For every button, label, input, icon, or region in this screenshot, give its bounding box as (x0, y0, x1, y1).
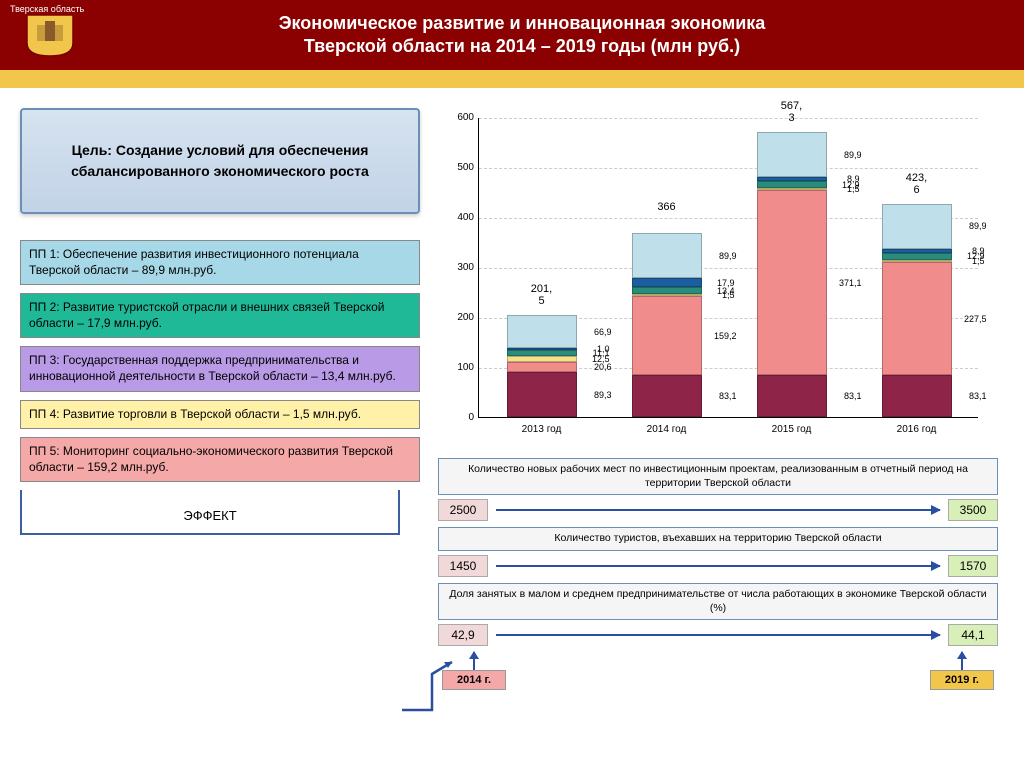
pp-item-5: ПП 5: Мониторинг социально-экономическог… (20, 437, 420, 482)
bar-segment: 89,9 (757, 132, 827, 177)
indicator-end-value: 3500 (948, 499, 998, 521)
bar-segment: 371,1 (757, 190, 827, 376)
bar-segment: 89,9 (882, 204, 952, 249)
bar-segment: 83,1 (882, 375, 952, 417)
indicator-label: Доля занятых в малом и среднем предприни… (438, 583, 998, 620)
bar-segment: 13,4 (632, 287, 702, 294)
bar-segment: 227,5 (882, 262, 952, 376)
page-title: Экономическое развитие и инновационная э… (90, 12, 1024, 59)
region-label: Тверская область (10, 4, 84, 14)
segment-label: 89,9 (969, 221, 987, 231)
bar-segment: 17,9 (632, 278, 702, 287)
segment-label: 1,5 (847, 184, 860, 194)
right-column: 010020030040050060066,91,011,112,520,689… (438, 108, 998, 690)
bar-group: 89,98,912,91,5371,183,1567, 32015 год (757, 132, 827, 417)
bar-group: 66,91,011,112,520,689,3201, 52013 год (507, 315, 577, 417)
arrow-up-icon (473, 652, 475, 670)
arrow-right-icon (496, 565, 940, 567)
indicator-label: Количество новых рабочих мест по инвести… (438, 458, 998, 495)
arrow-right-icon (496, 634, 940, 636)
left-column: Цель: Создание условий для обеспечения с… (20, 108, 420, 690)
indicator-start-value: 1450 (438, 555, 488, 577)
bar-total-label: 366 (632, 201, 702, 213)
indicator-row: 42,9 44,1 (438, 624, 998, 646)
indicator-start-value: 42,9 (438, 624, 488, 646)
segment-label: 89,9 (844, 150, 862, 160)
indicator-end-value: 1570 (948, 555, 998, 577)
x-category-label: 2014 год (632, 424, 702, 435)
bar-total-label: 567, 3 (757, 100, 827, 124)
segment-label: 20,6 (594, 362, 612, 372)
connector-line (402, 680, 462, 730)
bar-group: 89,98,912,91,5227,583,1423, 62016 год (882, 204, 952, 417)
x-category-label: 2016 год (882, 424, 952, 435)
crest-icon (20, 10, 80, 60)
pp-item-2: ПП 2: Развитие туристской отрасли и внеш… (20, 293, 420, 338)
arrow-right-icon (496, 509, 940, 511)
segment-label: 1,5 (972, 256, 985, 266)
bar-segment: 89,3 (507, 372, 577, 417)
header: Экономическое развитие и инновационная э… (0, 0, 1024, 70)
indicator-row: 1450 1570 (438, 555, 998, 577)
segment-label: 371,1 (839, 278, 862, 288)
segment-label: 83,1 (719, 391, 737, 401)
x-category-label: 2013 год (507, 424, 577, 435)
segment-label: 89,9 (719, 251, 737, 261)
bar-segment: 83,1 (757, 375, 827, 417)
arrow-up-icon (961, 652, 963, 670)
pp-item-3: ПП 3: Государственная поддержка предприн… (20, 346, 420, 391)
x-category-label: 2015 год (757, 424, 827, 435)
segment-label: 227,5 (964, 314, 987, 324)
segment-label: 83,1 (969, 391, 987, 401)
bar-segment: 66,9 (507, 315, 577, 348)
stacked-bar-chart: 010020030040050060066,91,011,112,520,689… (438, 108, 998, 448)
indicator-label: Количество туристов, въехавших на террит… (438, 527, 998, 551)
segment-label: 83,1 (844, 391, 862, 401)
segment-label: 89,3 (594, 390, 612, 400)
bar-segment: 83,1 (632, 375, 702, 417)
segment-label: 159,2 (714, 331, 737, 341)
bar-total-label: 201, 5 (507, 283, 577, 307)
effect-box: ЭФФЕКТ (20, 490, 400, 535)
segment-label: 1,5 (722, 290, 735, 300)
indicator-end-value: 44,1 (948, 624, 998, 646)
indicator-start-value: 2500 (438, 499, 488, 521)
bar-segment: 159,2 (632, 296, 702, 376)
segment-label: 66,9 (594, 327, 612, 337)
goal-box: Цель: Создание условий для обеспечения с… (20, 108, 420, 214)
bar-group: 89,917,913,41,5159,283,13662014 год (632, 233, 702, 417)
indicator-row: 2500 3500 (438, 499, 998, 521)
pp-item-1: ПП 1: Обеспечение развития инвестиционно… (20, 240, 420, 285)
bar-total-label: 423, 6 (882, 172, 952, 196)
bar-segment: 20,6 (507, 362, 577, 372)
yellow-strip (0, 70, 1024, 88)
bar-segment: 89,9 (632, 233, 702, 278)
pp-item-4: ПП 4: Развитие торговли в Тверской облас… (20, 400, 420, 430)
year-end-tag: 2019 г. (930, 670, 994, 690)
